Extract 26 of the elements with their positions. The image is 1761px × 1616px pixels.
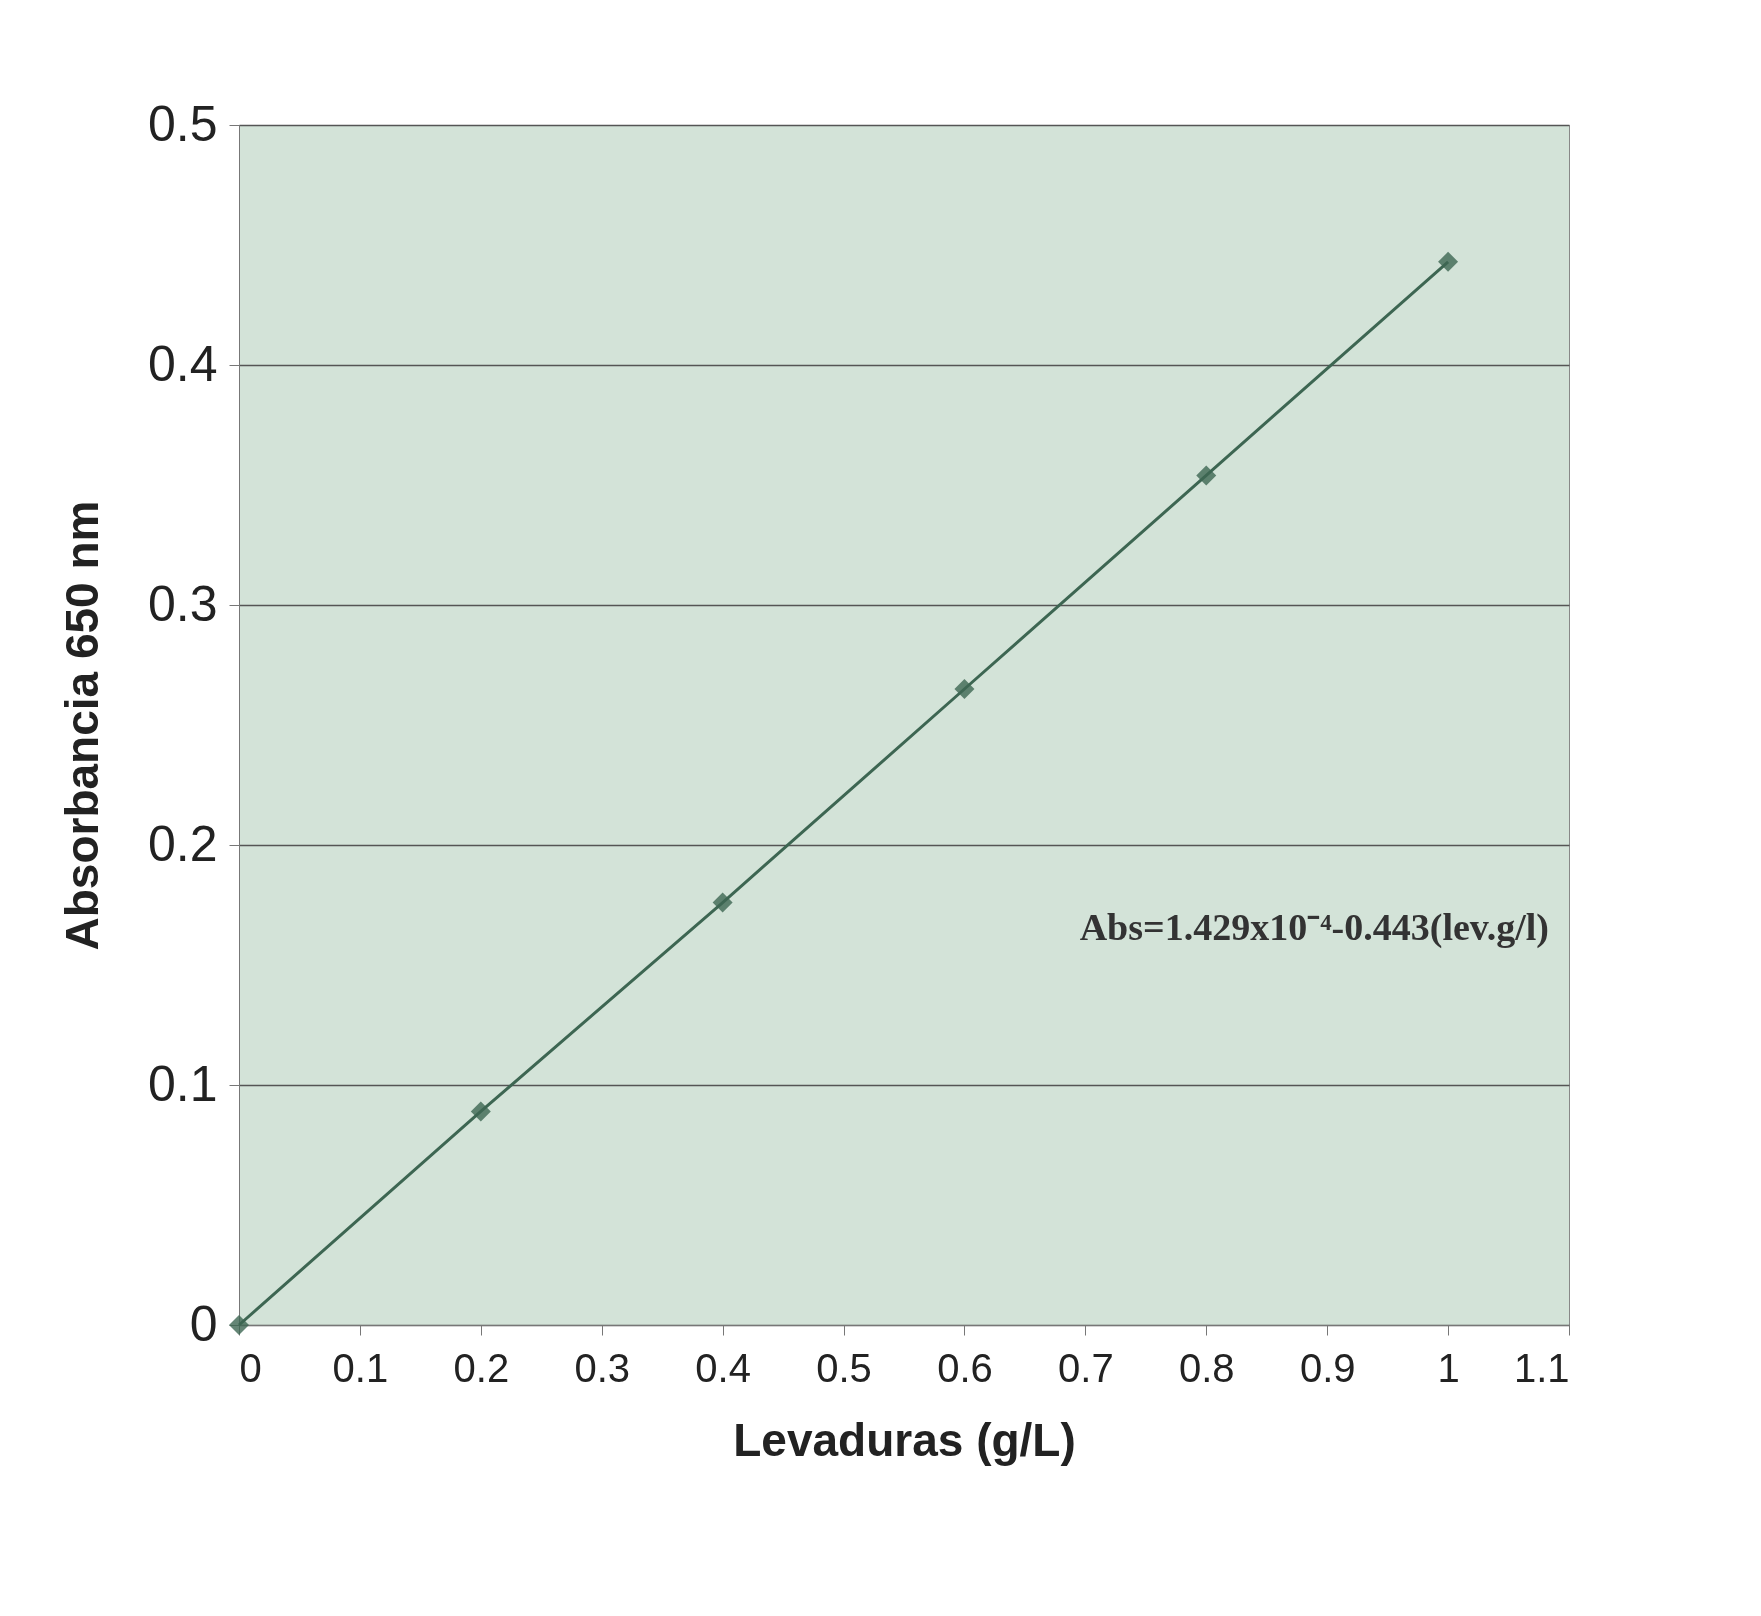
point xyxy=(712,892,733,913)
x-tick-label: 0.3 xyxy=(574,1345,631,1390)
point xyxy=(1196,465,1217,486)
x-tick-label: 0.9 xyxy=(1299,1345,1356,1390)
point xyxy=(1438,251,1459,272)
y-tick-label: 0.1 xyxy=(147,1055,218,1112)
y-tick-label: 0.5 xyxy=(147,95,218,152)
point xyxy=(470,1101,491,1122)
x-tick-label: 0.6 xyxy=(937,1345,993,1390)
x-axis-title: Levaduras (g/L) xyxy=(733,1413,1076,1466)
y-tick-label: 0.3 xyxy=(147,575,218,632)
y-tick-label: 0.2 xyxy=(147,815,218,872)
x-tick-label: 0.2 xyxy=(453,1345,510,1390)
x-tick-label: 0.8 xyxy=(1178,1345,1235,1390)
y-tick-label: 0 xyxy=(189,1295,218,1352)
y-axis-title: Absorbancia 650 nm xyxy=(55,500,108,951)
point xyxy=(954,679,975,699)
x-tick-label: 1 xyxy=(1437,1345,1460,1390)
x-tick-label: 0.7 xyxy=(1058,1345,1114,1390)
x-tick-label: 0.1 xyxy=(332,1345,389,1390)
x-tick-label: 0.4 xyxy=(695,1345,751,1390)
annotation: Abs=1.429x10⁻⁴-0.443(lev.g/l) xyxy=(1079,906,1549,949)
x-tick-label: 1.1 xyxy=(1513,1345,1570,1390)
y-tick-label: 0.4 xyxy=(147,335,218,392)
x-tick-label: 0 xyxy=(239,1345,262,1390)
x-tick-label: 0.5 xyxy=(816,1345,872,1390)
